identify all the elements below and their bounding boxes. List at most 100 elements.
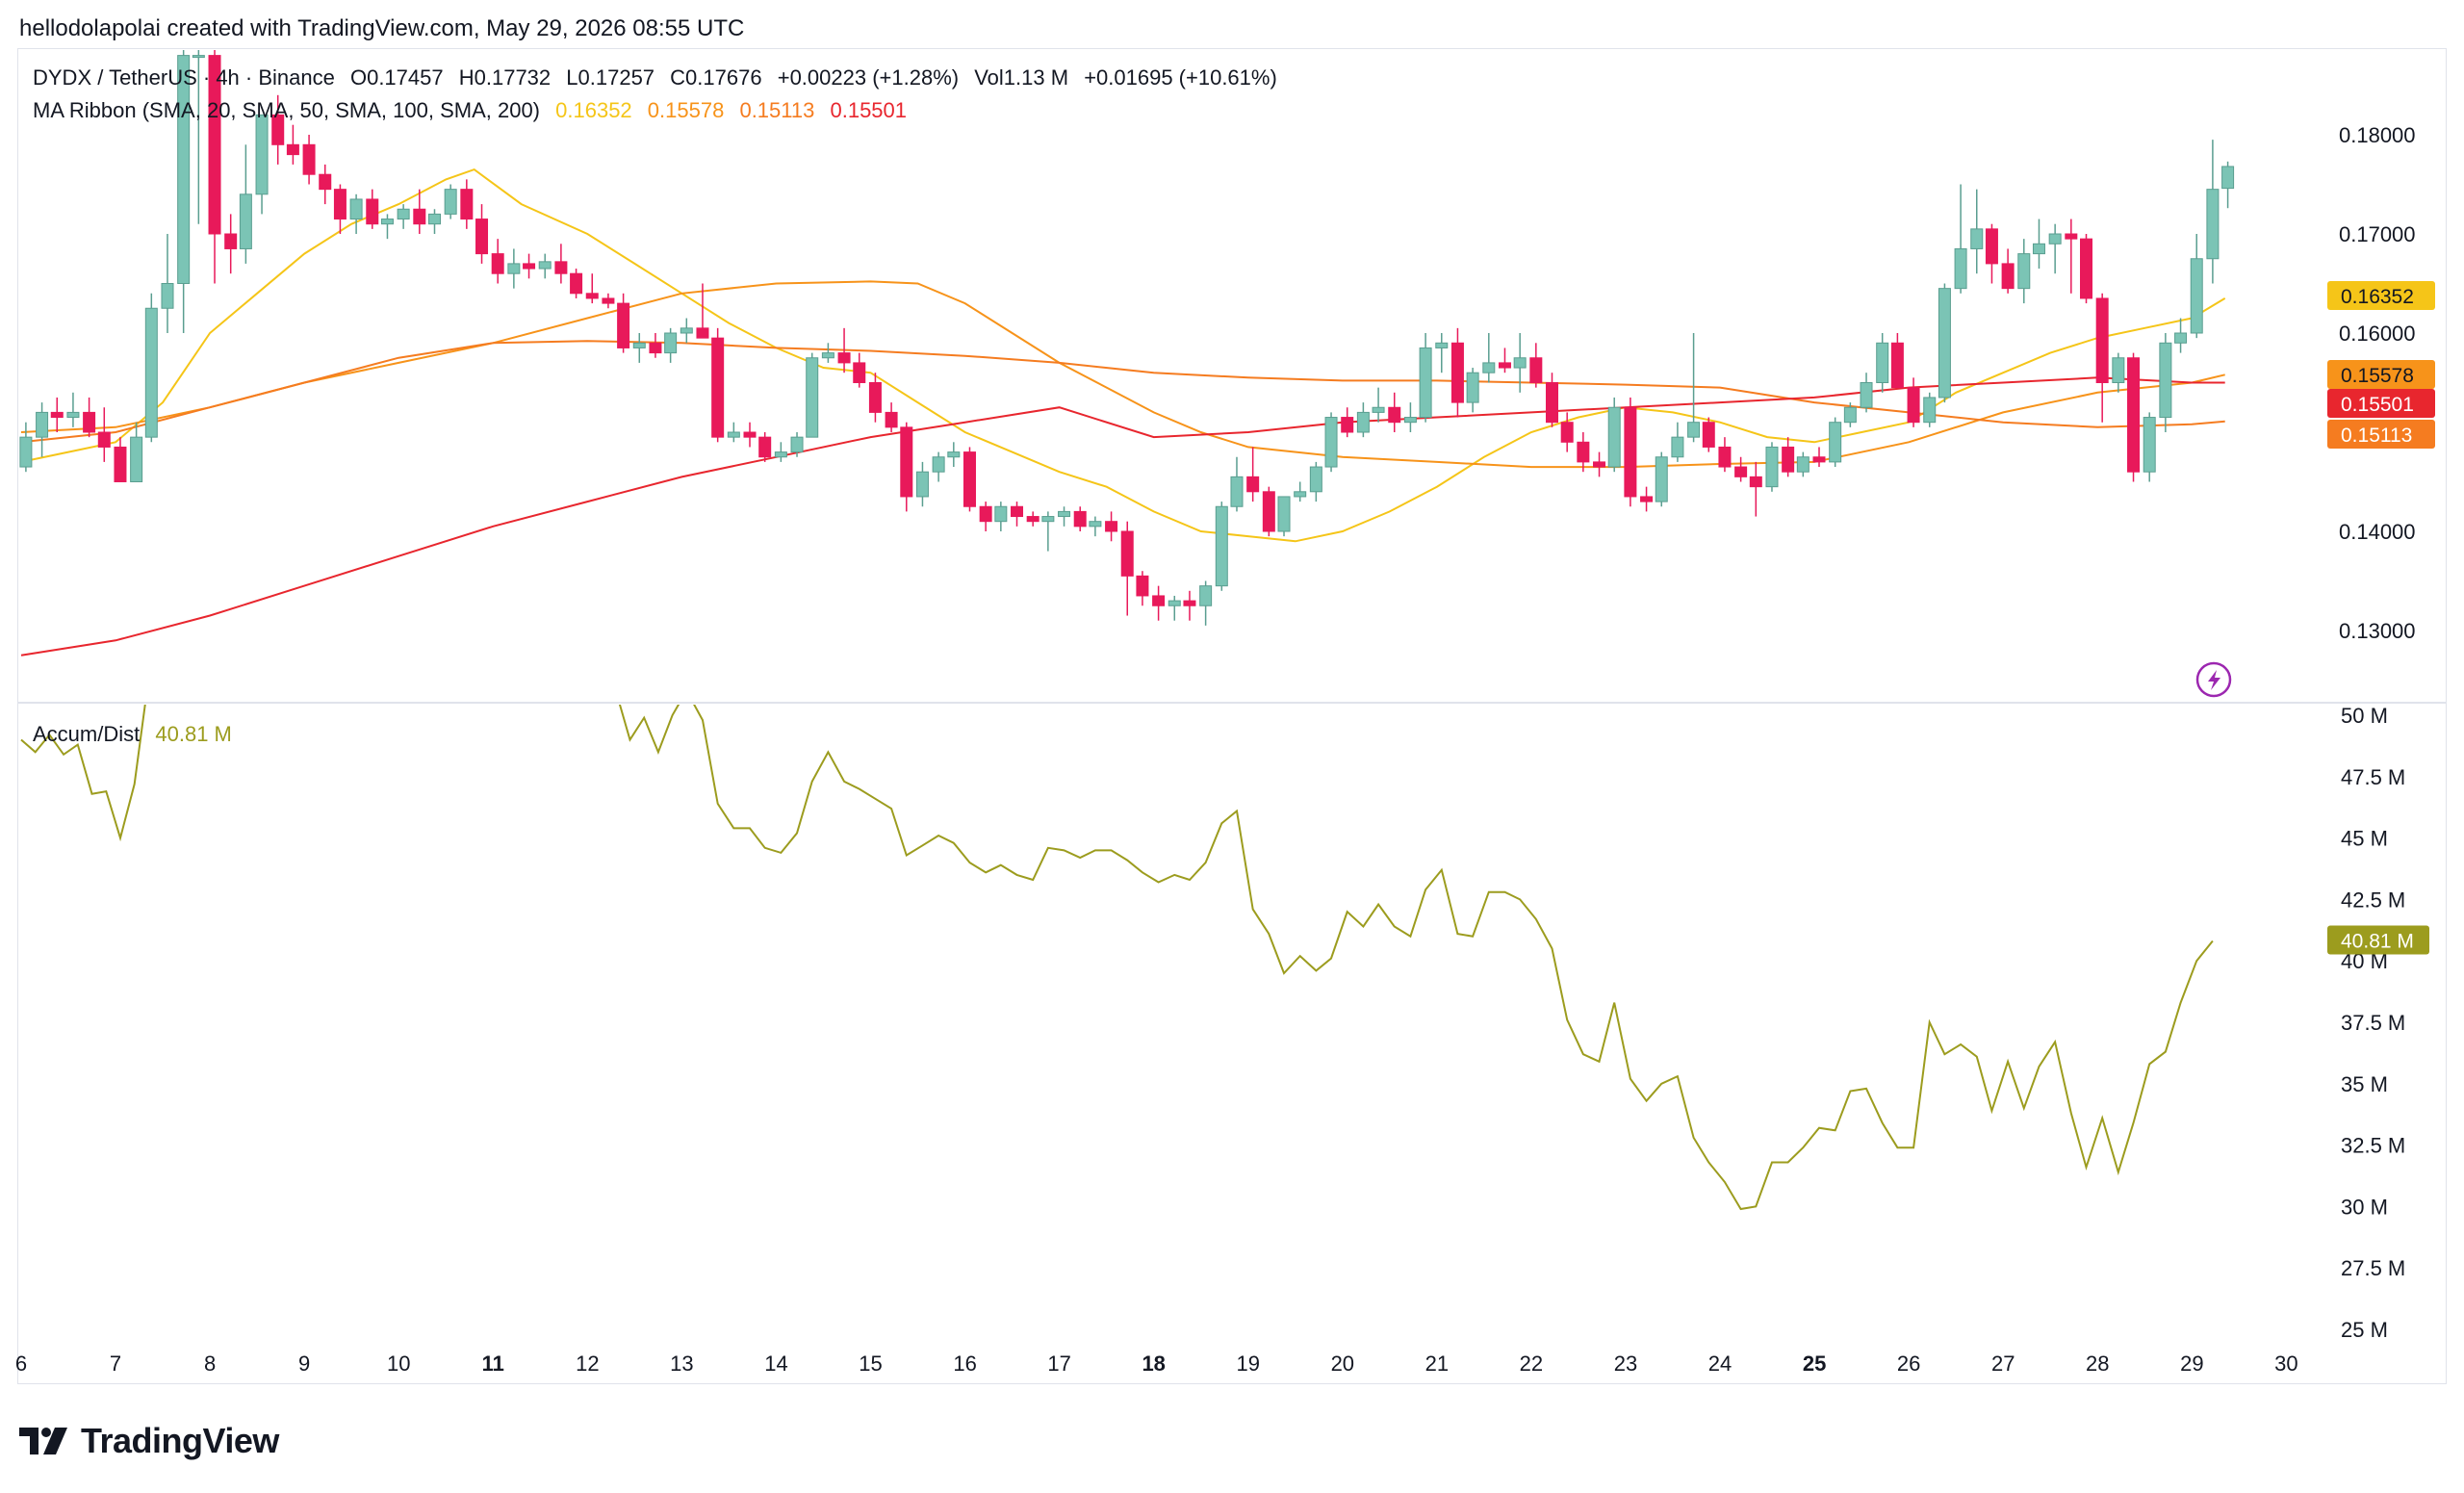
candle bbox=[66, 392, 80, 427]
candle bbox=[507, 248, 521, 289]
candle-body bbox=[821, 352, 834, 359]
candle bbox=[177, 50, 191, 333]
candle-body bbox=[1041, 516, 1055, 523]
candle bbox=[915, 461, 929, 507]
price-tags: 0.16352 0.15578 0.15501 0.15113 bbox=[2327, 281, 2435, 449]
symbol-name[interactable]: DYDX / TetherUS · 4h · Binance bbox=[33, 65, 335, 90]
candle bbox=[1734, 456, 1748, 482]
candle-body bbox=[2221, 166, 2235, 190]
candle-body bbox=[649, 342, 662, 354]
candle-body bbox=[1324, 417, 1338, 468]
candle bbox=[1183, 590, 1196, 621]
candle-body bbox=[427, 213, 441, 225]
candle bbox=[1718, 437, 1732, 473]
price-tag: 0.15113 bbox=[2327, 420, 2435, 449]
candle-body bbox=[1419, 347, 1432, 419]
candle bbox=[790, 432, 804, 457]
price-tag: 0.15501 bbox=[2327, 389, 2435, 418]
time-tick-label: 26 bbox=[1897, 1351, 1920, 1376]
candle-body bbox=[1356, 411, 1370, 433]
time-tick-label: 11 bbox=[482, 1351, 504, 1376]
ma100-value: 0.15113 bbox=[739, 98, 815, 122]
lightning-icon[interactable] bbox=[2195, 661, 2232, 698]
candle-body bbox=[2080, 238, 2093, 299]
candle-body bbox=[680, 327, 693, 334]
candle-body bbox=[1435, 342, 1449, 348]
accum-dist-tick-label: 25 M bbox=[2341, 1318, 2388, 1342]
candle-body bbox=[1498, 362, 1511, 369]
candle bbox=[743, 422, 757, 448]
candle bbox=[1450, 327, 1464, 418]
accum-dist-tick-label: 37.5 M bbox=[2341, 1011, 2405, 1035]
high-value: H0.17732 bbox=[458, 65, 552, 90]
candle-body bbox=[224, 233, 238, 249]
candle bbox=[255, 114, 269, 215]
candle-body bbox=[475, 219, 489, 255]
candle-body bbox=[1671, 436, 1684, 458]
tradingview-logo[interactable]: TradingView bbox=[19, 1421, 279, 1461]
candle-body bbox=[2174, 332, 2188, 344]
time-tick-label: 27 bbox=[1991, 1351, 2015, 1376]
candle-body bbox=[2190, 258, 2203, 334]
candle-body bbox=[1560, 422, 1574, 443]
candle bbox=[97, 407, 111, 462]
candle bbox=[1687, 333, 1701, 443]
candle-body bbox=[1954, 247, 1967, 290]
candle-body bbox=[1577, 441, 1590, 463]
price-tick-label: 0.14000 bbox=[2339, 520, 2416, 544]
candle bbox=[1560, 412, 1574, 452]
candle-body bbox=[1529, 357, 1543, 383]
candle-body bbox=[2048, 233, 2062, 245]
candle bbox=[1089, 516, 1102, 537]
candle bbox=[947, 442, 961, 468]
candle bbox=[366, 189, 379, 229]
candle bbox=[1593, 451, 1606, 477]
candle bbox=[36, 402, 49, 457]
time-tick-label: 29 bbox=[2180, 1351, 2203, 1376]
candle-body bbox=[853, 362, 866, 383]
candle bbox=[397, 204, 410, 229]
candle-body bbox=[1466, 372, 1479, 403]
accum-dist-label[interactable]: Accum/Dist bbox=[33, 722, 141, 746]
accum-dist-line bbox=[20, 705, 2214, 1211]
candle-body bbox=[1749, 476, 1762, 488]
candle bbox=[1120, 521, 1134, 616]
candle bbox=[632, 333, 646, 363]
time-tick-label: 18 bbox=[1142, 1351, 1165, 1376]
ma-ribbon-label[interactable]: MA Ribbon (SMA, 20, SMA, 50, SMA, 100, S… bbox=[33, 98, 541, 122]
candle-body bbox=[144, 307, 158, 438]
candle bbox=[837, 327, 851, 373]
candle-body bbox=[1136, 575, 1149, 597]
accum-dist-tick-label: 42.5 M bbox=[2341, 888, 2405, 912]
accum-dist-value: 40.81 M bbox=[155, 722, 232, 746]
candle-body bbox=[1718, 446, 1732, 468]
candle-body bbox=[208, 55, 221, 235]
candle bbox=[224, 214, 238, 274]
candle-body bbox=[2143, 417, 2156, 473]
candle bbox=[2221, 161, 2235, 209]
chart-frame bbox=[17, 48, 2447, 1384]
candle bbox=[806, 352, 819, 438]
candle-body bbox=[617, 302, 630, 348]
candle-body bbox=[1593, 461, 1606, 468]
candle-body bbox=[2159, 342, 2172, 419]
candle bbox=[460, 179, 474, 229]
candle bbox=[821, 343, 834, 363]
candle bbox=[900, 422, 913, 512]
time-tick-label: 9 bbox=[298, 1351, 310, 1376]
candle-body bbox=[932, 456, 945, 473]
candle-body bbox=[333, 189, 346, 220]
candle-body bbox=[1215, 505, 1228, 587]
accum-dist-pane bbox=[20, 705, 2214, 1211]
time-tick-label: 23 bbox=[1614, 1351, 1637, 1376]
candle bbox=[286, 124, 299, 165]
candle bbox=[1356, 402, 1370, 438]
ma200-value: 0.15501 bbox=[830, 98, 908, 122]
candle bbox=[19, 422, 33, 473]
candle-body bbox=[1199, 585, 1213, 606]
accum-dist-tick-label: 45 M bbox=[2341, 827, 2388, 851]
open-value: O0.17457 bbox=[349, 65, 444, 90]
candle bbox=[192, 50, 205, 224]
candle bbox=[853, 352, 866, 388]
